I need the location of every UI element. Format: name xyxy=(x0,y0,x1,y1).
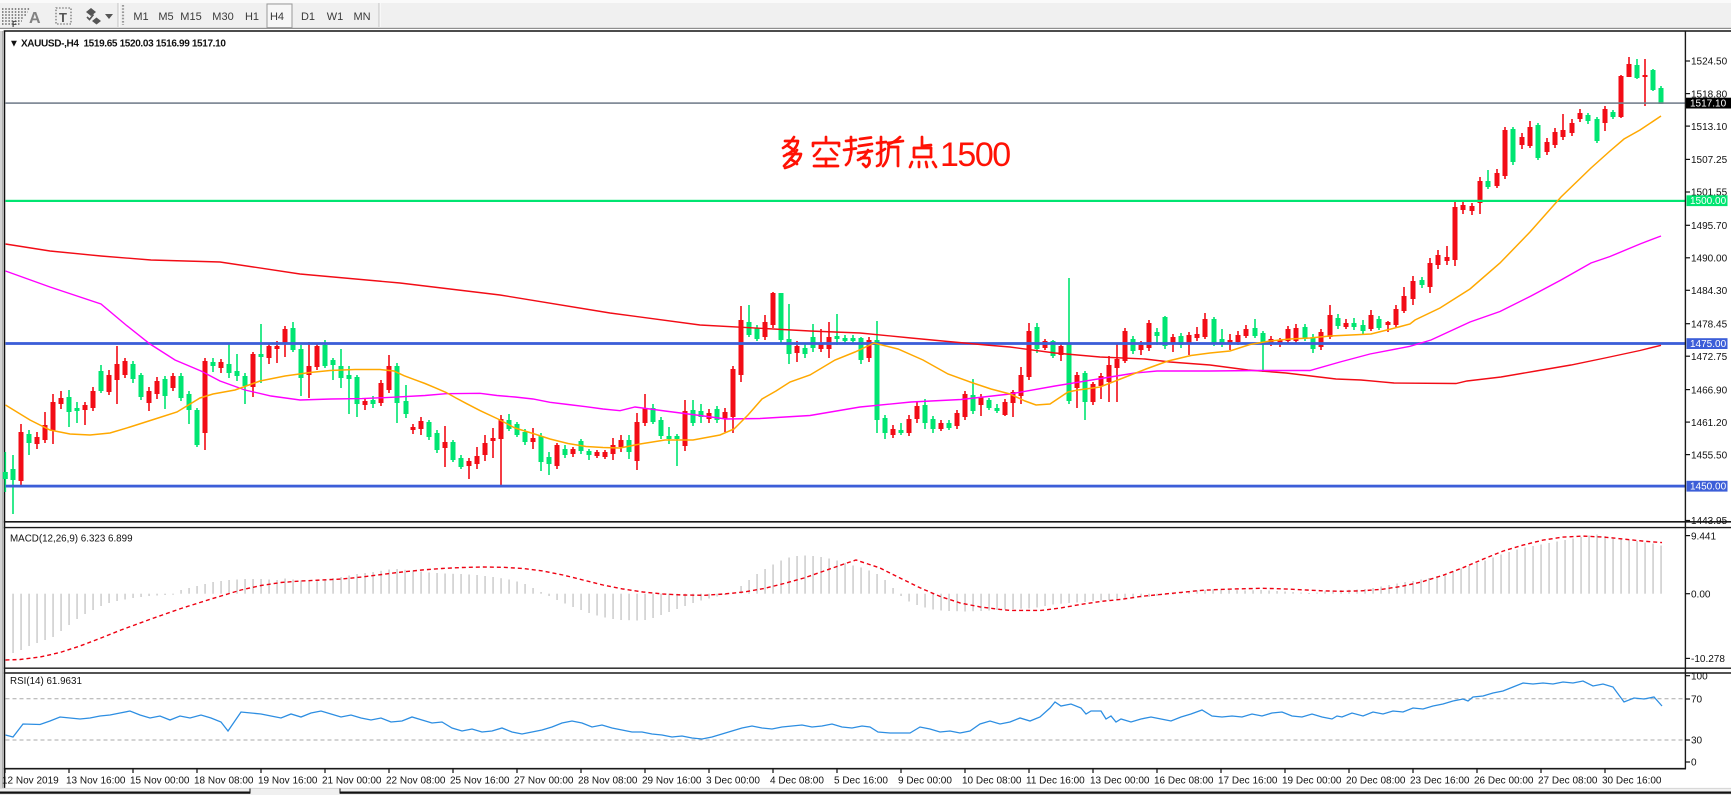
svg-text:30: 30 xyxy=(1691,736,1703,747)
svg-text:M30: M30 xyxy=(212,11,233,23)
svg-text:1455.50: 1455.50 xyxy=(1691,450,1728,461)
svg-text:0.00: 0.00 xyxy=(1691,589,1711,600)
svg-text:▼ XAUUSD-,H4 1519.65 1520.03: ▼ XAUUSD-,H4 1519.65 1520.03 1516.99 151… xyxy=(9,39,226,50)
svg-text:0: 0 xyxy=(1691,758,1697,769)
svg-text:16 Dec 08:00: 16 Dec 08:00 xyxy=(1154,776,1214,787)
svg-text:3 Dec 00:00: 3 Dec 00:00 xyxy=(706,776,760,787)
svg-text:1475.00: 1475.00 xyxy=(1690,339,1727,350)
svg-text:-10.278: -10.278 xyxy=(1691,654,1725,665)
svg-text:100: 100 xyxy=(1691,671,1708,682)
svg-text:A: A xyxy=(29,10,41,27)
svg-text:H1: H1 xyxy=(245,11,259,23)
svg-text:1501.55: 1501.55 xyxy=(1691,188,1728,199)
svg-text:M5: M5 xyxy=(158,11,173,23)
svg-text:MACD(12,26,9) 6.323 6.899: MACD(12,26,9) 6.323 6.899 xyxy=(10,534,133,545)
svg-text:1500: 1500 xyxy=(940,136,1010,174)
svg-text:1461.20: 1461.20 xyxy=(1691,418,1728,429)
svg-text:1450.00: 1450.00 xyxy=(1690,482,1727,493)
svg-text:1500.00: 1500.00 xyxy=(1690,196,1727,207)
svg-text:22 Nov 08:00: 22 Nov 08:00 xyxy=(386,776,446,787)
svg-text:RSI(14) 61.9631: RSI(14) 61.9631 xyxy=(10,676,82,687)
svg-text:M15: M15 xyxy=(180,11,201,23)
svg-text:1472.75: 1472.75 xyxy=(1691,352,1728,363)
svg-text:26 Dec 00:00: 26 Dec 00:00 xyxy=(1474,776,1534,787)
svg-text:D1: D1 xyxy=(301,11,315,23)
svg-text:1443.95: 1443.95 xyxy=(1691,516,1728,527)
svg-text:27 Nov 00:00: 27 Nov 00:00 xyxy=(514,776,574,787)
svg-text:9 Dec 00:00: 9 Dec 00:00 xyxy=(898,776,952,787)
svg-text:13 Dec 00:00: 13 Dec 00:00 xyxy=(1090,776,1150,787)
svg-text:30 Dec 16:00: 30 Dec 16:00 xyxy=(1602,776,1662,787)
svg-text:M1: M1 xyxy=(133,11,148,23)
svg-text:1507.25: 1507.25 xyxy=(1691,155,1728,166)
svg-text:18 Nov 08:00: 18 Nov 08:00 xyxy=(194,776,254,787)
svg-text:27 Dec 08:00: 27 Dec 08:00 xyxy=(1538,776,1598,787)
svg-text:4 Dec 08:00: 4 Dec 08:00 xyxy=(770,776,824,787)
svg-text:19 Nov 16:00: 19 Nov 16:00 xyxy=(258,776,318,787)
svg-text:1478.45: 1478.45 xyxy=(1691,319,1728,330)
svg-text:19 Dec 00:00: 19 Dec 00:00 xyxy=(1282,776,1342,787)
svg-text:T: T xyxy=(59,10,67,25)
svg-text:13 Nov 16:00: 13 Nov 16:00 xyxy=(66,776,126,787)
svg-text:1466.90: 1466.90 xyxy=(1691,385,1728,396)
svg-text:1490.00: 1490.00 xyxy=(1691,254,1728,265)
svg-text:1495.70: 1495.70 xyxy=(1691,221,1728,232)
svg-text:1513.10: 1513.10 xyxy=(1691,122,1728,133)
svg-text:H4: H4 xyxy=(270,11,284,23)
svg-text:25 Nov 16:00: 25 Nov 16:00 xyxy=(450,776,510,787)
svg-text:9.441: 9.441 xyxy=(1691,531,1716,542)
svg-text:1517.10: 1517.10 xyxy=(1690,99,1727,110)
svg-text:12 Nov 2019: 12 Nov 2019 xyxy=(2,776,59,787)
svg-text:1524.50: 1524.50 xyxy=(1691,57,1728,68)
svg-text:W1: W1 xyxy=(327,11,344,23)
svg-text:28 Nov 08:00: 28 Nov 08:00 xyxy=(578,776,638,787)
svg-text:29 Nov 16:00: 29 Nov 16:00 xyxy=(642,776,702,787)
svg-text:10 Dec 08:00: 10 Dec 08:00 xyxy=(962,776,1022,787)
svg-text:1518.80: 1518.80 xyxy=(1691,89,1728,100)
svg-text:1484.30: 1484.30 xyxy=(1691,286,1728,297)
svg-text:23 Dec 16:00: 23 Dec 16:00 xyxy=(1410,776,1470,787)
svg-text:F: F xyxy=(12,20,17,29)
svg-text:21 Nov 00:00: 21 Nov 00:00 xyxy=(322,776,382,787)
svg-text:20 Dec 08:00: 20 Dec 08:00 xyxy=(1346,776,1406,787)
svg-text:MN: MN xyxy=(353,11,370,23)
svg-text:17 Dec 16:00: 17 Dec 16:00 xyxy=(1218,776,1278,787)
svg-text:5 Dec 16:00: 5 Dec 16:00 xyxy=(834,776,888,787)
svg-text:70: 70 xyxy=(1691,695,1703,706)
svg-text:11 Dec 16:00: 11 Dec 16:00 xyxy=(1026,776,1085,787)
svg-text:15 Nov 00:00: 15 Nov 00:00 xyxy=(130,776,190,787)
